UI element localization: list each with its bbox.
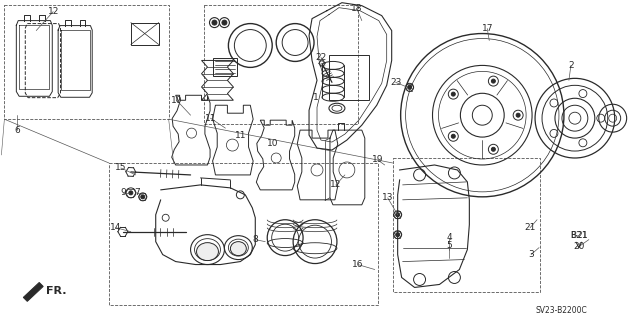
Circle shape: [451, 92, 455, 96]
Text: B-21: B-21: [570, 231, 588, 240]
Circle shape: [396, 233, 399, 237]
Bar: [204, 5, 358, 124]
Bar: [4, 5, 169, 119]
Text: 8: 8: [252, 235, 258, 244]
Circle shape: [141, 195, 145, 199]
Text: 15: 15: [115, 163, 127, 173]
Bar: [393, 158, 540, 293]
Circle shape: [408, 85, 412, 89]
Text: 10: 10: [266, 138, 278, 148]
Ellipse shape: [230, 241, 246, 256]
Text: 11: 11: [235, 130, 246, 140]
Circle shape: [222, 20, 227, 25]
Bar: [109, 163, 378, 305]
Text: 5: 5: [447, 241, 452, 250]
Text: 9: 9: [120, 188, 125, 197]
Text: SV23-B2200C: SV23-B2200C: [535, 306, 587, 315]
Text: 19: 19: [372, 155, 383, 165]
Text: 13: 13: [382, 193, 394, 202]
Text: 7: 7: [134, 188, 140, 197]
Text: 21: 21: [524, 223, 536, 232]
Text: 17: 17: [481, 24, 493, 33]
Bar: [329, 56, 369, 100]
Circle shape: [516, 113, 520, 117]
Circle shape: [129, 191, 133, 195]
Polygon shape: [23, 282, 44, 301]
Text: B21: B21: [570, 231, 588, 240]
Text: 1: 1: [313, 93, 319, 102]
Text: 16: 16: [352, 260, 364, 269]
Circle shape: [492, 147, 495, 151]
Ellipse shape: [196, 243, 218, 261]
Text: 4: 4: [447, 233, 452, 242]
Text: 3: 3: [528, 250, 534, 259]
Text: 12: 12: [47, 7, 59, 16]
Text: 18: 18: [351, 4, 363, 13]
Bar: [131, 23, 159, 45]
Text: 12: 12: [330, 180, 342, 189]
Circle shape: [451, 134, 455, 138]
Text: 2: 2: [568, 61, 573, 70]
Text: 22: 22: [316, 53, 326, 62]
Bar: [214, 58, 237, 76]
Text: 23: 23: [390, 78, 401, 87]
Text: 11: 11: [205, 114, 216, 123]
Text: 14: 14: [110, 223, 122, 232]
Text: 6: 6: [15, 126, 20, 135]
Circle shape: [212, 20, 217, 25]
Text: 10: 10: [171, 96, 182, 105]
Circle shape: [492, 79, 495, 83]
Text: FR.: FR.: [46, 286, 67, 296]
Text: 20: 20: [573, 242, 584, 251]
Circle shape: [396, 213, 399, 217]
